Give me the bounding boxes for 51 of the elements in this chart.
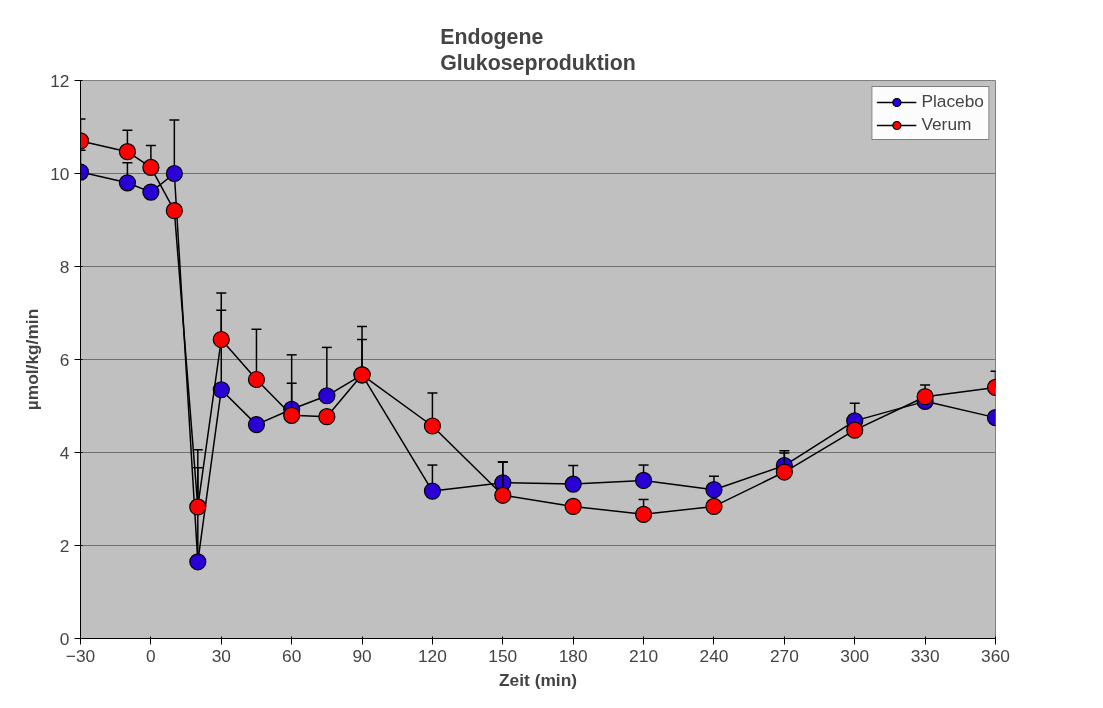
point	[564, 475, 582, 493]
point	[247, 416, 266, 434]
y-axis-title: µmol/kg/min	[22, 308, 43, 411]
legend-label: Placebo	[921, 91, 984, 112]
x-tick-label: 210	[629, 645, 659, 666]
point	[212, 381, 230, 399]
x-tick-label: 90	[352, 645, 372, 666]
legend-label: Verum	[921, 114, 972, 135]
y-tick-label: 6	[59, 349, 70, 370]
point	[494, 486, 512, 504]
point	[118, 174, 137, 192]
point	[283, 406, 301, 424]
point	[916, 388, 934, 406]
x-tick-label: 300	[840, 645, 870, 666]
y-tick-label: 8	[59, 256, 70, 277]
point	[247, 370, 266, 389]
point	[142, 183, 160, 201]
y-tick-label: 10	[50, 163, 70, 184]
x-tick-label: 270	[769, 645, 799, 666]
point	[189, 498, 207, 516]
x-tick-label: 0	[146, 645, 156, 666]
point	[423, 482, 442, 500]
x-tick-label: 240	[699, 645, 729, 666]
y-tick-label: 2	[59, 535, 70, 556]
point	[634, 505, 653, 523]
chart-title: Endogene Glukoseproduktion	[440, 25, 636, 76]
point	[189, 553, 207, 571]
point	[212, 330, 230, 349]
point	[318, 387, 336, 405]
point	[846, 421, 864, 439]
x-axis-title: Zeit (min)	[499, 669, 577, 690]
x-tick-label: 120	[417, 645, 447, 666]
point	[165, 202, 183, 220]
point	[142, 158, 160, 177]
point	[165, 164, 183, 183]
point	[423, 417, 442, 435]
point	[705, 497, 723, 516]
point	[775, 463, 793, 481]
point	[634, 471, 653, 489]
point	[318, 408, 336, 426]
y-tick-label: 4	[59, 442, 70, 463]
x-tick-label: 60	[282, 645, 302, 666]
point	[118, 143, 137, 161]
point	[564, 497, 582, 516]
x-tick-label: 360	[981, 645, 1010, 666]
x-tick-label: 180	[558, 645, 588, 666]
x-tick-label: 150	[488, 645, 518, 666]
x-tick-label: 330	[910, 645, 940, 666]
y-tick-label: 12	[50, 70, 70, 91]
point	[705, 481, 723, 499]
x-tick-label: 30	[211, 645, 231, 666]
